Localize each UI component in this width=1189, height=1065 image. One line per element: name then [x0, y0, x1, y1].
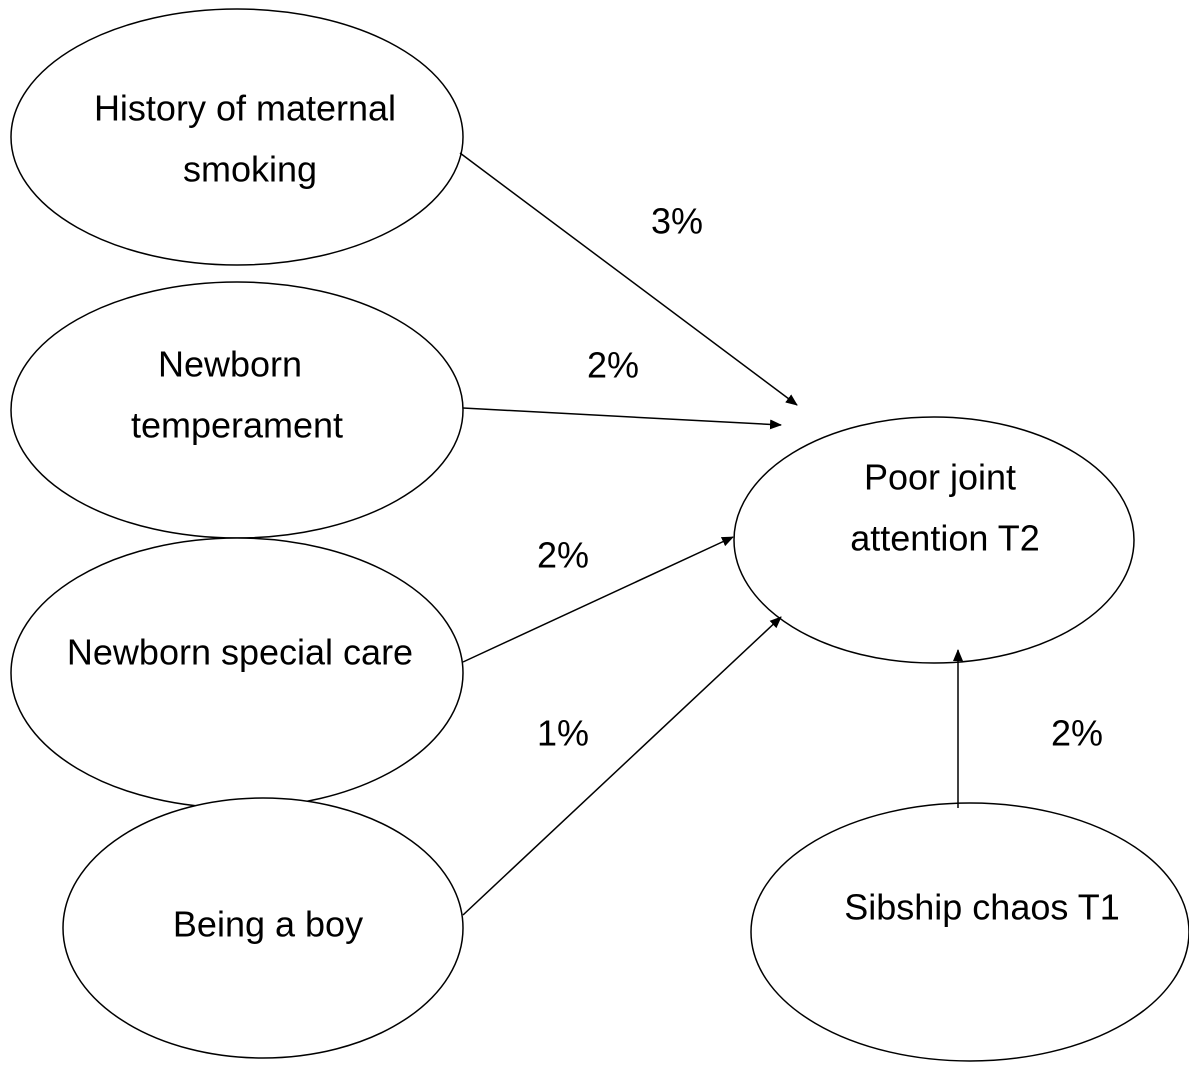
- node-ellipse: [62, 797, 464, 1059]
- node-label: attention T2: [850, 518, 1039, 559]
- node-ellipse: [10, 8, 464, 266]
- edge-label: 2%: [537, 535, 589, 576]
- node-label: History of maternal: [94, 88, 396, 129]
- edge-arrow: [462, 407, 782, 430]
- edge-arrow: [462, 536, 734, 663]
- node-label: Sibship chaos T1: [844, 887, 1120, 928]
- node-ellipse: [750, 802, 1189, 1062]
- node-label: Poor joint: [864, 457, 1016, 498]
- edge-label: 1%: [537, 713, 589, 754]
- node-label: Being a boy: [173, 904, 363, 945]
- edge-arrow: [459, 152, 798, 406]
- edge-label: 3%: [651, 201, 703, 242]
- node-label: Newborn special care: [67, 632, 413, 673]
- node-ellipse: [10, 537, 464, 809]
- edge-arrow: [462, 616, 782, 916]
- edge-label: 2%: [1051, 713, 1103, 754]
- edge-label: 2%: [587, 345, 639, 386]
- node-label: temperament: [131, 405, 343, 446]
- node-label: smoking: [183, 149, 317, 190]
- node-label: Newborn: [158, 344, 302, 385]
- node-ellipse: [733, 416, 1135, 664]
